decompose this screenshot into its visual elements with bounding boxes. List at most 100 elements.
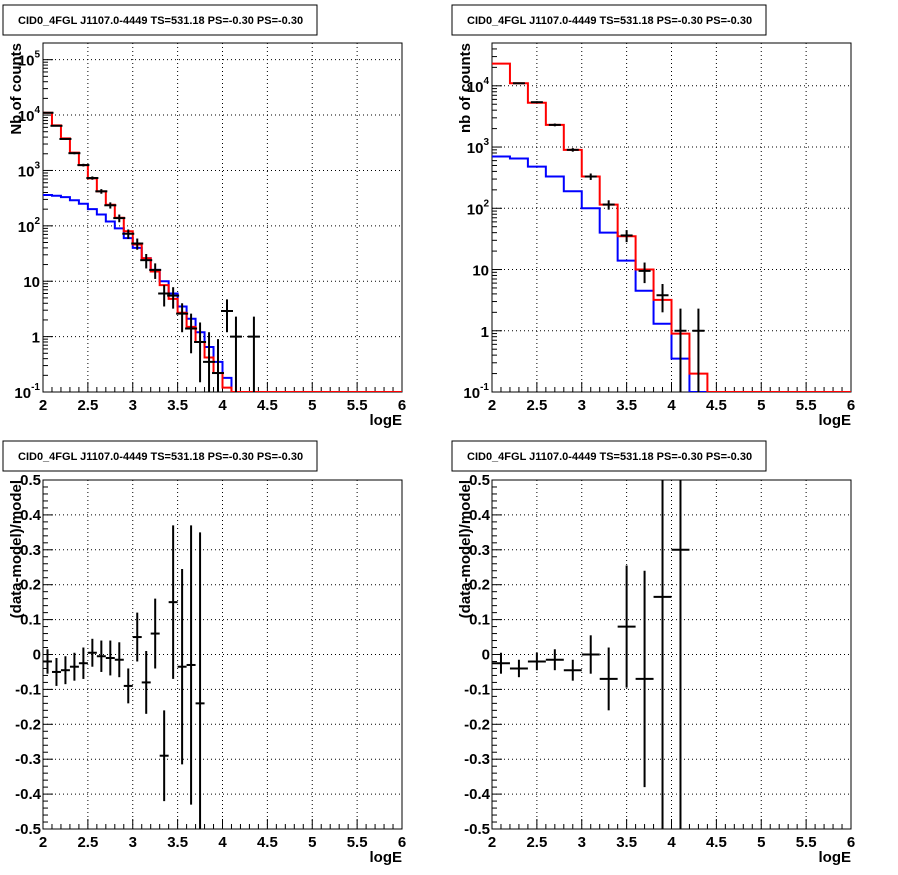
y-tick-label: -0.2 [15,716,41,733]
data-point [530,101,543,104]
x-tick-label: 3 [578,834,586,851]
y-tick-label: -0.3 [464,751,490,768]
x-tick-label: 2.5 [526,397,547,414]
y-tick-label: 0.3 [20,542,41,559]
data-point [186,525,196,805]
x-tick-label: 5.5 [796,397,817,414]
data-point [602,200,615,210]
data-point [177,568,187,765]
y-axis-title: (data-model)/model [457,480,474,618]
y-tick-label: 104 [18,105,41,125]
x-tick-label: 5.5 [347,397,368,414]
data-point [185,313,198,354]
data-point [212,339,225,392]
x-tick-label: 6 [847,397,855,414]
data-point [656,284,669,313]
data-point [158,285,171,307]
x-tick-label: 2 [39,834,47,851]
data-point [77,163,90,167]
x-tick-label: 3.5 [616,834,637,851]
x-axis-title: logE [819,849,852,866]
data-point [584,173,597,180]
panel-title-text: CID0_4FGL J1107.0-4449 TS=531.18 PS=-0.3… [18,451,303,463]
data-point [581,635,600,674]
source-model-histogram [492,155,851,392]
y-tick-label: 10-1 [463,382,489,402]
x-axis-title: logE [370,412,403,429]
y-tick-label: 0.4 [469,507,491,524]
data-point [638,262,651,284]
plot-data [43,111,402,392]
data-point [131,238,144,250]
y-tick-label: -0.4 [464,786,491,803]
data-point [176,303,189,333]
y-tick-label: 10-1 [14,382,40,402]
x-tick-label: 4 [667,834,676,851]
x-tick-label: 3.5 [616,397,637,414]
x-tick-label: 4.5 [706,834,727,851]
counts-plot-top-right: 2 2.5 3 3.5 4 4.5 5 5.5 6 10-1 1 10 102 103 104 logE nb … [457,42,855,429]
y-tick-label: 10 [23,274,40,291]
y-tick-label: -0.5 [15,821,41,838]
x-tick-label: 2.5 [77,397,98,414]
panel-title-top-left: CID0_4FGL J1107.0-4449 TS=531.18 PS=-0.3… [2,4,318,36]
x-tick-label: 4.5 [257,397,278,414]
panel-title-bottom-right: CID0_4FGL J1107.0-4449 TS=531.18 PS=-0.3… [451,440,767,472]
y-tick-label: -0.5 [464,821,490,838]
data-point [247,316,260,392]
panel-title-text: CID0_4FGL J1107.0-4449 TS=531.18 PS=-0.3… [18,15,303,27]
y-tick-label: 0 [482,647,490,664]
y-tick-label: 103 [18,160,41,180]
y-axis-title: (data-model)/model [8,480,25,618]
data-point [150,598,160,669]
data-point [548,123,561,127]
panel-title-bottom-left: CID0_4FGL J1107.0-4449 TS=531.18 PS=-0.3… [2,440,318,472]
y-tick-label: 105 [18,50,41,70]
x-tick-label: 2.5 [526,834,547,851]
x-tick-label: 5 [757,834,765,851]
data-point [95,189,108,194]
x-tick-label: 4 [667,397,676,414]
data-point [69,652,79,681]
x-tick-label: 3 [578,397,586,414]
data-point [203,332,216,392]
data-point [114,642,124,678]
panel-title-text: CID0_4FGL J1107.0-4449 TS=531.18 PS=-0.3… [467,15,752,27]
x-tick-label: 2.5 [77,834,98,851]
y-tick-label: 0 [33,647,41,664]
x-tick-label: 4.5 [257,834,278,851]
data-point [509,659,528,678]
plot-data [43,525,205,829]
y-tick-label: 1 [481,324,489,341]
y-tick-label: -0.1 [15,681,41,698]
y-tick-label: 0.4 [20,507,42,524]
data-point [527,652,546,671]
y-tick-label: 0.1 [20,612,41,629]
data-point [492,652,510,674]
data-point [51,657,61,686]
x-tick-label: 5 [308,397,316,414]
data-point [86,176,99,180]
x-tick-label: 5 [308,834,316,851]
data-point [229,316,242,392]
data-point [60,656,70,685]
counts-plot-top-left: 2 2.5 3 3.5 4 4.5 5 5.5 6 10-1 1 10 102 103 104 105 logE… [8,42,406,429]
y-tick-label: 1 [32,330,40,347]
data-point [149,263,162,279]
x-tick-label: 5 [757,397,765,414]
x-tick-label: 3 [129,397,137,414]
y-tick-label: 102 [467,198,490,218]
x-tick-label: 5.5 [796,834,817,851]
x-tick-label: 4 [218,834,227,851]
y-tick-label: 0.5 [469,472,490,489]
data-point [59,137,72,140]
y-tick-label: 0.3 [469,542,490,559]
y-tick-label: 0.2 [469,577,490,594]
data-point [692,308,705,392]
data-point [195,532,205,829]
y-tick-label: 0.1 [469,612,490,629]
data-point [87,638,97,667]
data-point [141,651,151,714]
